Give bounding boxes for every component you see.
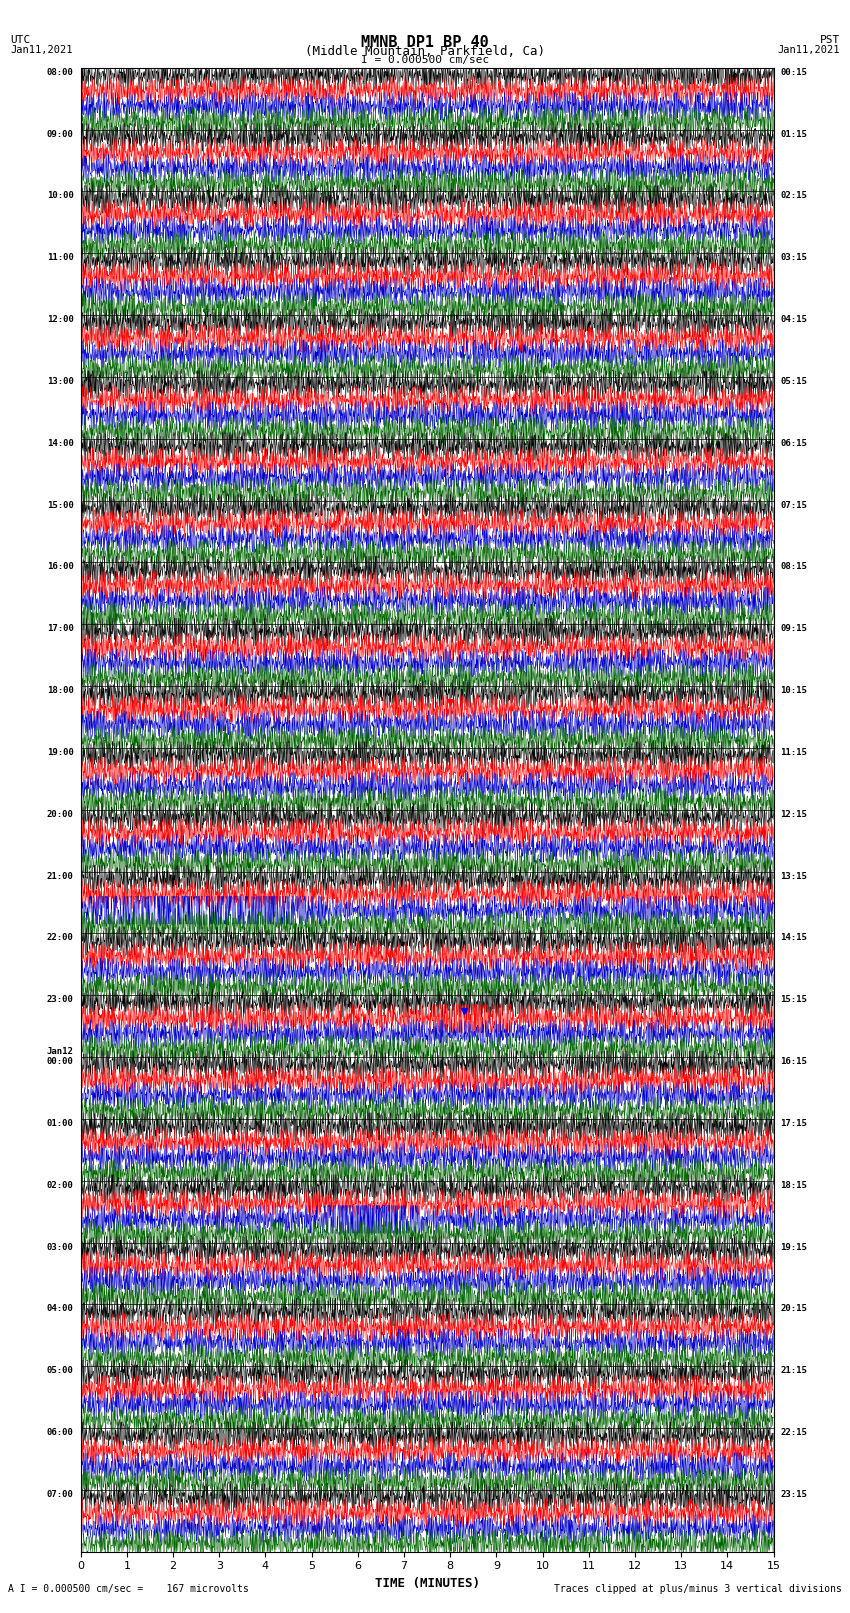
Text: PST: PST: [819, 35, 840, 45]
Text: 08:00: 08:00: [47, 68, 74, 77]
Text: 21:15: 21:15: [780, 1366, 808, 1376]
Text: Jan12: Jan12: [47, 1047, 74, 1055]
Text: 23:15: 23:15: [780, 1490, 808, 1498]
Text: 06:15: 06:15: [780, 439, 808, 448]
Text: 19:15: 19:15: [780, 1242, 808, 1252]
Text: 18:15: 18:15: [780, 1181, 808, 1190]
Text: Jan11,2021: Jan11,2021: [10, 45, 73, 55]
Text: UTC: UTC: [10, 35, 31, 45]
X-axis label: TIME (MINUTES): TIME (MINUTES): [375, 1578, 479, 1590]
Text: 09:15: 09:15: [780, 624, 808, 634]
Text: 13:15: 13:15: [780, 871, 808, 881]
Text: 11:15: 11:15: [780, 748, 808, 756]
Text: 15:15: 15:15: [780, 995, 808, 1005]
Text: Traces clipped at plus/minus 3 vertical divisions: Traces clipped at plus/minus 3 vertical …: [553, 1584, 842, 1594]
Text: 00:15: 00:15: [780, 68, 808, 77]
Text: 14:00: 14:00: [47, 439, 74, 448]
Text: 23:00: 23:00: [47, 995, 74, 1005]
Text: 17:15: 17:15: [780, 1119, 808, 1127]
Text: 16:00: 16:00: [47, 563, 74, 571]
Text: 22:00: 22:00: [47, 934, 74, 942]
Text: 10:00: 10:00: [47, 192, 74, 200]
Text: 16:15: 16:15: [780, 1057, 808, 1066]
Text: 11:00: 11:00: [47, 253, 74, 263]
Text: 21:00: 21:00: [47, 871, 74, 881]
Text: 14:15: 14:15: [780, 934, 808, 942]
Text: 09:00: 09:00: [47, 129, 74, 139]
Text: 00:00: 00:00: [47, 1057, 74, 1066]
Text: 12:00: 12:00: [47, 315, 74, 324]
Text: MMNB DP1 BP 40: MMNB DP1 BP 40: [361, 35, 489, 50]
Text: 07:15: 07:15: [780, 500, 808, 510]
Text: 02:00: 02:00: [47, 1181, 74, 1190]
Text: 15:00: 15:00: [47, 500, 74, 510]
Text: 03:00: 03:00: [47, 1242, 74, 1252]
Text: 05:00: 05:00: [47, 1366, 74, 1376]
Text: 05:15: 05:15: [780, 377, 808, 386]
Text: 10:15: 10:15: [780, 686, 808, 695]
Text: 12:15: 12:15: [780, 810, 808, 819]
Text: 01:00: 01:00: [47, 1119, 74, 1127]
Text: 20:00: 20:00: [47, 810, 74, 819]
Text: 08:15: 08:15: [780, 563, 808, 571]
Text: 07:00: 07:00: [47, 1490, 74, 1498]
Text: 19:00: 19:00: [47, 748, 74, 756]
Text: 04:00: 04:00: [47, 1305, 74, 1313]
Text: 03:15: 03:15: [780, 253, 808, 263]
Text: Jan11,2021: Jan11,2021: [777, 45, 840, 55]
Text: 06:00: 06:00: [47, 1428, 74, 1437]
Text: (Middle Mountain, Parkfield, Ca): (Middle Mountain, Parkfield, Ca): [305, 45, 545, 58]
Text: 13:00: 13:00: [47, 377, 74, 386]
Text: 04:15: 04:15: [780, 315, 808, 324]
Text: 01:15: 01:15: [780, 129, 808, 139]
Text: 20:15: 20:15: [780, 1305, 808, 1313]
Text: 02:15: 02:15: [780, 192, 808, 200]
Text: 18:00: 18:00: [47, 686, 74, 695]
Text: A I = 0.000500 cm/sec =    167 microvolts: A I = 0.000500 cm/sec = 167 microvolts: [8, 1584, 249, 1594]
Text: I = 0.000500 cm/sec: I = 0.000500 cm/sec: [361, 55, 489, 65]
Text: 17:00: 17:00: [47, 624, 74, 634]
Text: 22:15: 22:15: [780, 1428, 808, 1437]
